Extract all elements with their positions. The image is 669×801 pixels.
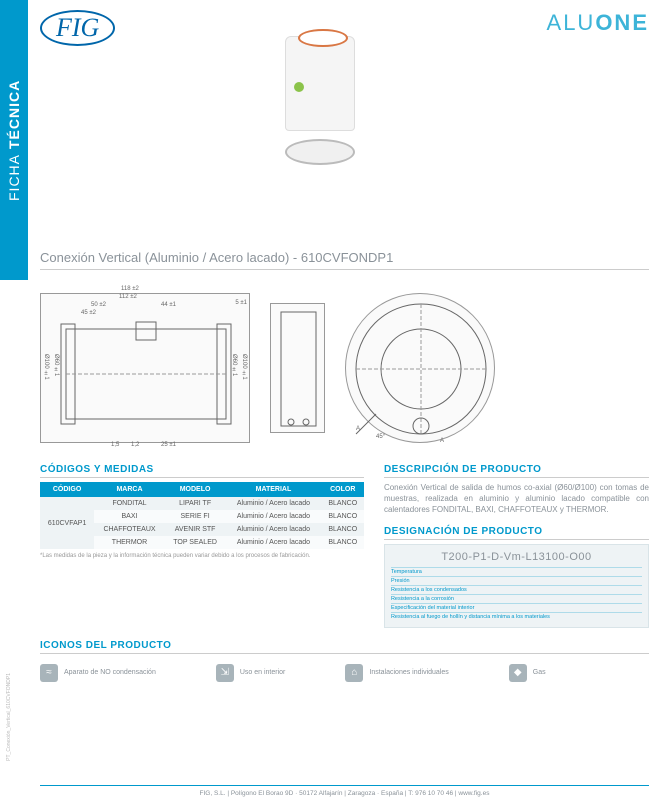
drawing-side: 118 ±2 112 ±2 50 ±2 44 ±1 45 ±2 5 ±1 Ø10… bbox=[40, 293, 250, 443]
designation-code: T200-P1-D-Vm-L13100-O00 bbox=[391, 551, 642, 563]
cell: Aluminio / Acero lacado bbox=[225, 497, 321, 510]
cell: CHAFFOTEAUX bbox=[94, 523, 165, 536]
designation-heading: DESIGNACIÓN DE PRODUCTO bbox=[384, 526, 649, 540]
technical-drawings: 118 ±2 112 ±2 50 ±2 44 ±1 45 ±2 5 ±1 Ø10… bbox=[40, 278, 649, 458]
icon-label: Aparato de NO condensación bbox=[64, 669, 156, 676]
icon-item: ≈ Aparato de NO condensación bbox=[40, 664, 156, 682]
dim-118: 118 ±2 bbox=[121, 286, 139, 292]
icon-label: Uso en interior bbox=[240, 669, 286, 676]
product-ring bbox=[285, 139, 355, 165]
th-material: MATERIAL bbox=[225, 482, 321, 497]
page-ref: PT_Conexión_Vertical_610CVFONDP1 bbox=[6, 673, 12, 761]
title-row: Conexión Vertical (Aluminio / Acero laca… bbox=[40, 250, 649, 270]
icon-item: ⇲ Uso en interior bbox=[216, 664, 286, 682]
icon-item: ◆ Gas bbox=[509, 664, 546, 682]
col-right: DESCRIPCIÓN DE PRODUCTO Conexión Vertica… bbox=[384, 464, 649, 628]
designation-line: Especificación del material interior bbox=[391, 603, 642, 612]
cell: BAXI bbox=[94, 510, 165, 523]
codes-heading: CÓDIGOS Y MEDIDAS bbox=[40, 464, 364, 478]
icon-label: Instalaciones individuales bbox=[369, 669, 448, 676]
cell: LIPARI TF bbox=[165, 497, 225, 510]
cell: BLANCO bbox=[322, 523, 364, 536]
drawing-side-svg bbox=[41, 294, 251, 444]
footer: FIG, S.L. | Polígono El Borao 9D · 50172… bbox=[40, 785, 649, 797]
cell: Aluminio / Acero lacado bbox=[225, 536, 321, 549]
logo-aluone-a: ALU bbox=[547, 10, 596, 35]
two-col: CÓDIGOS Y MEDIDAS CÓDIGO MARCA MODELO MA… bbox=[40, 464, 649, 628]
designation-box: T200-P1-D-Vm-L13100-O00 TemperaturaPresi… bbox=[384, 544, 649, 628]
table-header-row: CÓDIGO MARCA MODELO MATERIAL COLOR bbox=[40, 482, 364, 497]
footer-text: FIG, S.L. | Polígono El Borao 9D · 50172… bbox=[200, 790, 490, 797]
designation-line: Temperatura bbox=[391, 567, 642, 576]
th-color: COLOR bbox=[322, 482, 364, 497]
page-content: FIG ALUONE Conexión Vertical (Aluminio /… bbox=[40, 10, 649, 781]
drawing-section bbox=[270, 303, 325, 433]
icon-item: ⌂ Instalaciones individuales bbox=[345, 664, 448, 682]
icon-label: Gas bbox=[533, 669, 546, 676]
cell: Aluminio / Acero lacado bbox=[225, 510, 321, 523]
icon-glyph: ⇲ bbox=[216, 664, 234, 682]
icon-glyph: ◆ bbox=[509, 664, 527, 682]
drawing-front: 45° A A bbox=[345, 293, 495, 443]
desc-heading: DESCRIPCIÓN DE PRODUCTO bbox=[384, 464, 649, 478]
logo-fig: FIG bbox=[40, 10, 115, 46]
cell: Aluminio / Acero lacado bbox=[225, 523, 321, 536]
icons-heading: ICONOS DEL PRODUCTO bbox=[40, 640, 649, 654]
cell: THERMOR bbox=[94, 536, 165, 549]
icon-glyph: ≈ bbox=[40, 664, 58, 682]
cell: BLANCO bbox=[322, 536, 364, 549]
col-left: CÓDIGOS Y MEDIDAS CÓDIGO MARCA MODELO MA… bbox=[40, 464, 364, 628]
logo-aluone-b: ONE bbox=[595, 10, 649, 35]
codes-table: CÓDIGO MARCA MODELO MATERIAL COLOR 610CV… bbox=[40, 482, 364, 549]
cell: BLANCO bbox=[322, 510, 364, 523]
cell: BLANCO bbox=[322, 497, 364, 510]
icons-row: ≈ Aparato de NO condensación ⇲ Uso en inter… bbox=[40, 664, 649, 682]
designation-line: Resistencia a los condensados bbox=[391, 585, 642, 594]
th-modelo: MODELO bbox=[165, 482, 225, 497]
desc-text: Conexión Vertical de salida de humos co-… bbox=[384, 482, 649, 516]
designation-line: Resistencia a la corrosión bbox=[391, 594, 642, 603]
cell-codigo: 610CVFAP1 bbox=[40, 497, 94, 549]
th-codigo: CÓDIGO bbox=[40, 482, 94, 497]
designation-line: Resistencia al fuego de hollín y distanc… bbox=[391, 612, 642, 621]
product-body bbox=[285, 36, 355, 131]
logo-aluone: ALUONE bbox=[547, 10, 649, 36]
cell: AVENIR STF bbox=[165, 523, 225, 536]
designation-line: Presión bbox=[391, 576, 642, 585]
side-tab-line2: TÉCNICA bbox=[6, 79, 22, 148]
drawing-section-svg bbox=[271, 304, 326, 434]
table-row: 610CVFAP1FONDITALLIPARI TFAluminio / Ace… bbox=[40, 497, 364, 510]
cell: SERIE FI bbox=[165, 510, 225, 523]
product-image bbox=[260, 20, 380, 180]
th-marca: MARCA bbox=[94, 482, 165, 497]
side-tab-line1: FICHA bbox=[6, 154, 22, 201]
dim-a1: A bbox=[356, 426, 360, 432]
side-tab: FICHA TÉCNICA bbox=[0, 0, 28, 280]
drawing-front-svg bbox=[346, 294, 496, 444]
designation-lines: TemperaturaPresiónResistencia a los cond… bbox=[391, 567, 642, 621]
dim-a2: A bbox=[440, 438, 444, 444]
dim-ang45: 45° bbox=[376, 434, 385, 440]
icon-glyph: ⌂ bbox=[345, 664, 363, 682]
cell: TOP SEALED bbox=[165, 536, 225, 549]
product-title: Conexión Vertical (Aluminio / Acero laca… bbox=[40, 250, 649, 265]
table-footnote: *Las medidas de la pieza y la informació… bbox=[40, 553, 364, 559]
cell: FONDITAL bbox=[94, 497, 165, 510]
